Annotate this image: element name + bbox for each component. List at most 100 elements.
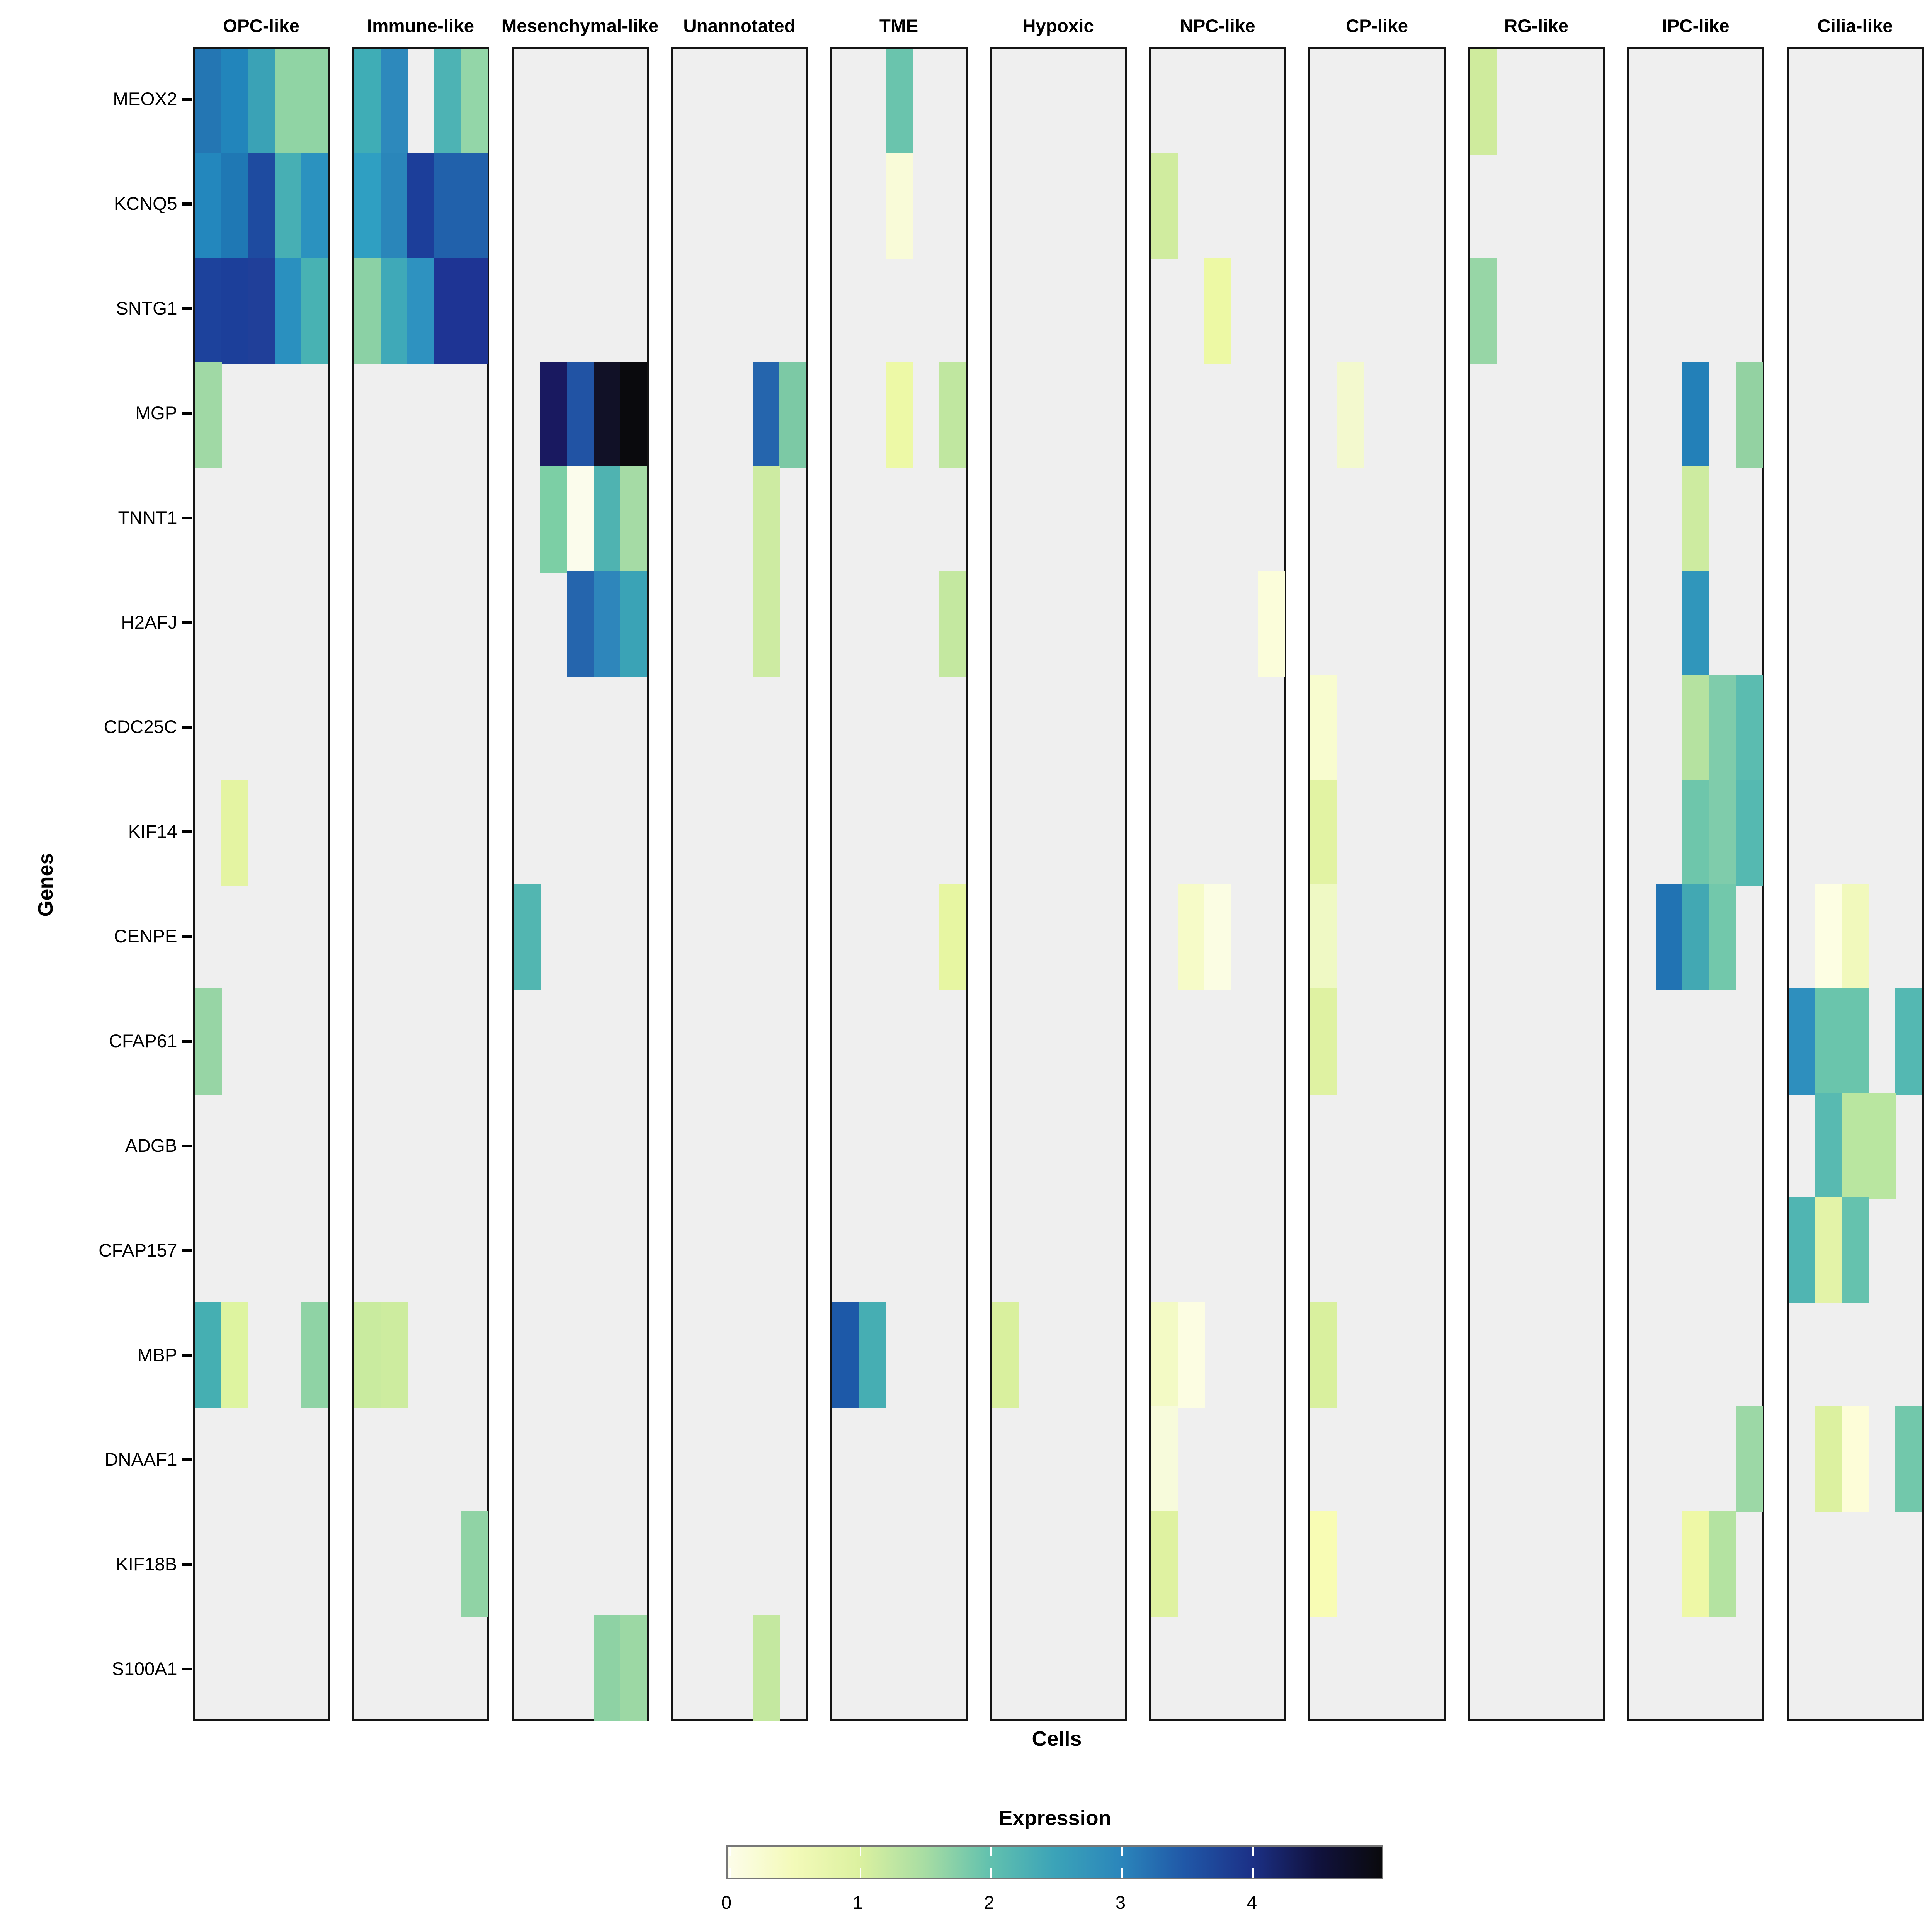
colorbar-tick [729,1847,731,1856]
gene-axis-tick [182,412,192,415]
heatmap-cell [620,1615,647,1721]
gene-label-TNNT1: TNNT1 [118,507,177,528]
gene-axis-tick [182,202,192,206]
heatmap-cell [540,466,567,573]
gene-label-ADGB: ADGB [125,1135,177,1156]
heatmap-cell [381,153,408,260]
gene-axis-tick [182,621,192,624]
heatmap-cell [1310,884,1338,990]
gene-label-CFAP157: CFAP157 [99,1240,177,1261]
heatmap-cell [1337,362,1364,468]
heatmap-cell [274,49,302,155]
heatmap-cell [1204,257,1231,364]
heatmap-cell [301,1302,328,1408]
heatmap-cell [461,49,488,155]
heatmap-cell [194,153,222,260]
colorbar-tick-label: 3 [1115,1893,1126,1913]
facet-panel-OPC-like [192,47,330,1721]
gene-label-MGP: MGP [135,403,177,423]
heatmap-cell [1310,1302,1338,1408]
heatmap-cell [221,153,248,260]
gene-label-H2AFJ: H2AFJ [121,612,177,633]
heatmap-cell [753,466,780,573]
facet-header-CP-like: CP-like [1345,16,1408,36]
heatmap-cell [593,1615,621,1721]
colorbar-tick [1252,1868,1254,1878]
heatmap-cell [434,153,461,260]
facet-panel-Unannotated [671,47,808,1721]
heatmap-cell [1815,1093,1842,1199]
heatmap-cell [1815,884,1842,990]
facet-header-OPC-like: OPC-like [223,16,299,36]
gene-label-DNAAF1: DNAAF1 [105,1449,177,1470]
colorbar-tick-label: 2 [984,1893,995,1913]
colorbar-tick [990,1847,992,1856]
heatmap-cell [939,884,966,990]
heatmap-cell [194,257,222,364]
facet-panel-Hypoxic [990,47,1127,1721]
gene-axis-tick [182,1667,192,1671]
heatmap-cell [1656,884,1683,990]
gene-label-KIF18B: KIF18B [116,1554,177,1575]
colorbar-tick [1252,1847,1254,1856]
heatmap-cell [620,466,647,573]
heatmap-cell [540,362,567,468]
heatmap-cell [1815,1406,1842,1512]
heatmap-cell [779,362,807,468]
heatmap-cell [274,153,302,260]
heatmap-cell [753,1615,780,1721]
facet-header-TME: TME [879,16,918,36]
heatmap-cell [1709,675,1736,782]
heatmap-cell [461,257,488,364]
heatmap-cell [1709,884,1736,990]
gene-axis-tick [182,516,192,520]
heatmap-cell [354,153,381,260]
gene-axis-tick [182,830,192,833]
colorbar-tick [990,1868,992,1878]
heatmap-cell [620,571,647,677]
colorbar-tick [729,1868,731,1878]
heatmap-cell [354,49,381,155]
colorbar-tick-label: 1 [852,1893,863,1913]
heatmap-cell [1469,49,1497,155]
facet-header-Hypoxic: Hypoxic [1022,16,1094,36]
heatmap-cell [1842,1197,1869,1304]
colorbar-tick [1121,1847,1123,1856]
heatmap-cell [194,49,222,155]
facet-header-Unannotated: Unannotated [683,16,796,36]
heatmap-cell [593,362,621,468]
heatmap-cell [221,49,248,155]
heatmap-cell [354,257,381,364]
heatmap-cell [593,571,621,677]
heatmap-cell [1736,362,1763,468]
gene-axis-tick [182,1563,192,1566]
heatmap-cell [1204,884,1231,990]
heatmap-cell [301,257,328,364]
heatmap-cell [1788,1197,1816,1304]
heatmap-cell [1868,1093,1896,1199]
facet-panel-RG-like [1468,47,1605,1721]
facet-header-Mesenchymal-like: Mesenchymal-like [501,16,659,36]
gene-axis-tick [182,1354,192,1357]
colorbar-tick [1121,1868,1123,1878]
heatmap-cell [753,362,780,468]
heatmap-cell [1682,466,1710,573]
heatmap-cell [1842,1406,1869,1512]
heatmap-cell [1895,988,1922,1095]
heatmap-cell [194,1302,222,1408]
facet-panel-Immune-like [352,47,489,1721]
heatmap-cell [1815,988,1842,1095]
colorbar-tick [859,1847,862,1856]
heatmap-cell [1151,1302,1178,1408]
gene-label-CENPE: CENPE [114,926,177,947]
heatmap-cell [301,49,328,155]
heatmap-cell [885,49,913,155]
facet-panel-Mesenchymal-like [511,47,649,1721]
legend-title: Expression [998,1806,1111,1830]
heatmap-cell [1682,780,1710,886]
heatmap-cell [1682,362,1710,468]
colorbar-tick-label: 0 [721,1893,732,1913]
heatmap-cell [1895,1406,1922,1512]
heatmap-cell [248,153,275,260]
